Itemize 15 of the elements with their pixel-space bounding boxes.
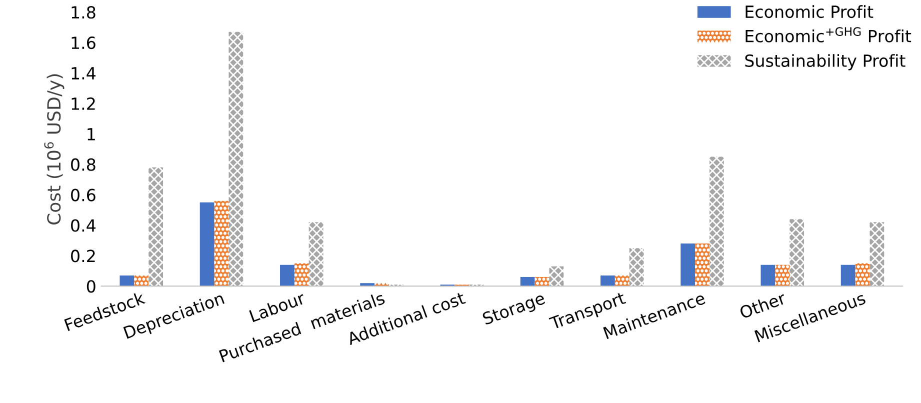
legend-label: Economic Profit [746, 5, 874, 18]
y-tick-label: 0.6 [71, 188, 96, 202]
legend-label: Economic$^{+GHG}$ Profit [746, 27, 912, 42]
y-tick-label: 0 [86, 280, 96, 293]
y-tick-label: 1.8 [72, 6, 96, 19]
y-tick-label: 1.2 [72, 97, 95, 110]
y-tick-label: 0.2 [71, 250, 95, 262]
y-axis-title: Cost (10$^{6}$ USD/y) [44, 74, 64, 224]
y-tick-label: 0.8 [71, 158, 96, 171]
y-tick-label: 0.4 [71, 219, 96, 232]
y-tick-label: 1.6 [72, 36, 96, 50]
y-tick-label: 1.4 [72, 67, 96, 80]
x-tick-label: Labour [248, 290, 306, 322]
y-tick-label: 1 [88, 128, 95, 140]
legend-label: Sustainability Profit [745, 54, 906, 70]
